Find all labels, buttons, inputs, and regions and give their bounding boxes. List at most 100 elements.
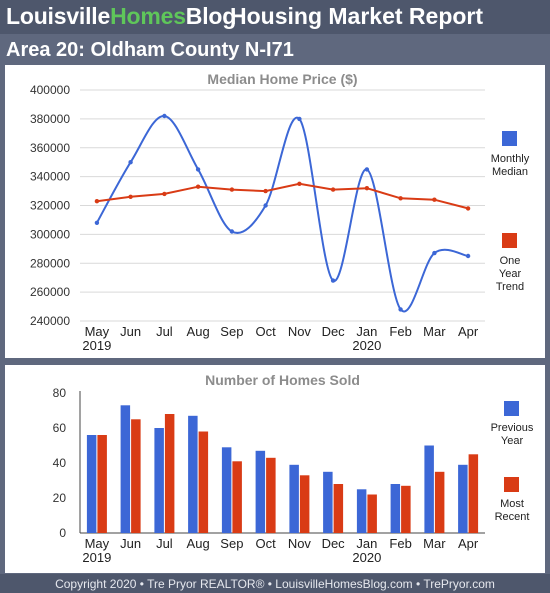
data-point xyxy=(263,203,268,208)
bar-most-recent xyxy=(468,454,479,534)
series-line-monthly-median xyxy=(96,115,469,313)
bar-previous-year xyxy=(323,471,333,534)
bar-previous-year xyxy=(221,447,232,534)
x-tick-label: Feb xyxy=(389,536,411,551)
data-point xyxy=(128,194,133,199)
legend-swatch xyxy=(504,477,519,492)
header-bar: LouisvilleHomesBlog Housing Market Repor… xyxy=(0,0,550,34)
data-point xyxy=(465,206,471,211)
data-point xyxy=(432,197,437,202)
data-point xyxy=(465,253,471,259)
data-point xyxy=(162,191,167,197)
data-point xyxy=(195,184,201,189)
data-point xyxy=(330,187,336,192)
brand-logo-text: LouisvilleHomesBlog xyxy=(6,3,236,30)
series-line-one-year-trend xyxy=(96,182,469,210)
bar-previous-year xyxy=(390,484,401,533)
y-tick-label: 300000 xyxy=(30,227,70,241)
bar-most-recent xyxy=(367,494,377,533)
x-tick-label: Jan xyxy=(356,536,377,551)
legend-swatch xyxy=(504,401,519,416)
x-tick-label: Jul xyxy=(156,536,173,551)
bar-most-recent xyxy=(97,435,107,533)
y-tick-label: 80 xyxy=(53,386,67,400)
x-tick-label: Jul xyxy=(156,324,173,339)
data-point xyxy=(94,220,100,225)
data-point xyxy=(330,278,336,283)
legend-label: Year xyxy=(501,435,524,447)
median-price-chart: Median Home Price ($) 240000 260000 280000 3… xyxy=(30,71,530,353)
y-tick-label: 340000 xyxy=(30,170,70,184)
x-tick-label: Apr xyxy=(458,324,479,339)
legend-label: Monthly xyxy=(491,153,530,165)
data-point xyxy=(229,229,235,234)
x-year-label: 2020 xyxy=(352,550,381,565)
bar-previous-year xyxy=(154,428,164,533)
x-tick-label: Aug xyxy=(187,324,210,339)
data-point xyxy=(398,307,403,312)
legend-label: One xyxy=(500,255,521,267)
data-point xyxy=(364,186,370,191)
y-tick-label: 20 xyxy=(53,491,67,505)
x-tick-label: Jan xyxy=(356,324,377,339)
chart-title: Number of Homes Sold xyxy=(205,372,360,388)
data-point xyxy=(128,160,133,165)
x-tick-label: Jun xyxy=(120,324,141,339)
area-bar: Area 20: Oldham County N-I71 xyxy=(0,36,550,66)
brand-part-homes: Homes xyxy=(110,3,186,29)
x-tick-label: Feb xyxy=(389,324,411,339)
brand-part-blog: Blog xyxy=(185,3,237,29)
data-point xyxy=(398,196,403,201)
bar-previous-year xyxy=(120,405,131,534)
bar-most-recent xyxy=(131,419,141,534)
y-tick-label: 380000 xyxy=(30,112,70,126)
bar-most-recent xyxy=(434,471,445,534)
data-point xyxy=(162,113,167,119)
y-tick-label: 0 xyxy=(59,526,66,540)
x-tick-label: Mar xyxy=(423,324,446,339)
x-tick-label: Oct xyxy=(256,536,277,551)
bar-most-recent xyxy=(198,431,209,533)
bar-previous-year xyxy=(458,464,468,534)
legend-label: Most xyxy=(500,498,524,510)
x-tick-label: Aug xyxy=(187,536,210,551)
legend-label: Trend xyxy=(496,281,524,293)
x-year-label: 2020 xyxy=(352,338,381,353)
y-tick-label: 280000 xyxy=(30,256,70,270)
y-tick-label: 40 xyxy=(53,456,67,470)
data-point xyxy=(94,199,100,204)
data-point xyxy=(195,167,201,172)
data-point xyxy=(364,167,370,172)
legend-swatch xyxy=(502,131,517,146)
x-tick-label: Nov xyxy=(288,324,312,339)
bar-most-recent xyxy=(333,484,344,533)
y-tick-label: 260000 xyxy=(30,285,70,299)
report-title: Housing Market Report xyxy=(230,3,484,29)
homes-sold-panel: Number of Homes Sold 0 20 40 60 80 May 2019 Jun J… xyxy=(5,365,545,573)
y-tick-label: 60 xyxy=(53,421,67,435)
brand-part-louisville: Louisville xyxy=(6,3,111,29)
chart-title: Median Home Price ($) xyxy=(207,71,357,87)
bar-previous-year xyxy=(424,445,434,533)
x-tick-label: Apr xyxy=(458,536,479,551)
data-point xyxy=(229,187,235,192)
x-tick-label: May xyxy=(85,536,110,551)
legend-label: Median xyxy=(492,166,528,178)
y-tick-label: 240000 xyxy=(30,314,70,328)
bar-previous-year xyxy=(356,489,367,534)
data-point xyxy=(297,116,302,122)
bar-previous-year xyxy=(289,464,299,534)
x-tick-label: Nov xyxy=(288,536,312,551)
median-price-panel: Median Home Price ($) 240000 260000 280000 3… xyxy=(5,65,545,358)
area-title: Area 20: Oldham County N-I71 xyxy=(6,39,294,61)
y-tick-label: 320000 xyxy=(30,199,70,213)
y-tick-label: 360000 xyxy=(30,141,70,155)
x-tick-label: Mar xyxy=(423,536,446,551)
x-tick-label: May xyxy=(85,324,110,339)
bar-most-recent xyxy=(164,414,175,533)
bar-previous-year xyxy=(255,450,266,534)
bar-most-recent xyxy=(266,457,276,534)
data-point xyxy=(432,250,437,256)
